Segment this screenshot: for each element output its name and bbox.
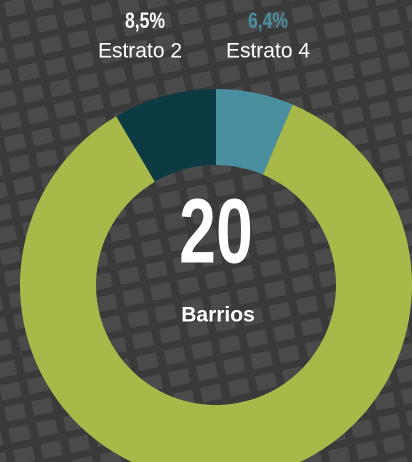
- category-label: Estrato 2: [98, 40, 182, 63]
- category-label: Estrato 4: [226, 40, 310, 63]
- donut-segment: [116, 89, 216, 182]
- value-label: 6,4%: [248, 9, 288, 33]
- donut-segment: [216, 89, 293, 175]
- value-label: 8,5%: [125, 9, 165, 33]
- center-value: 20: [179, 179, 253, 282]
- center-label: Barrios: [181, 304, 255, 327]
- donut-segment: [20, 104, 412, 462]
